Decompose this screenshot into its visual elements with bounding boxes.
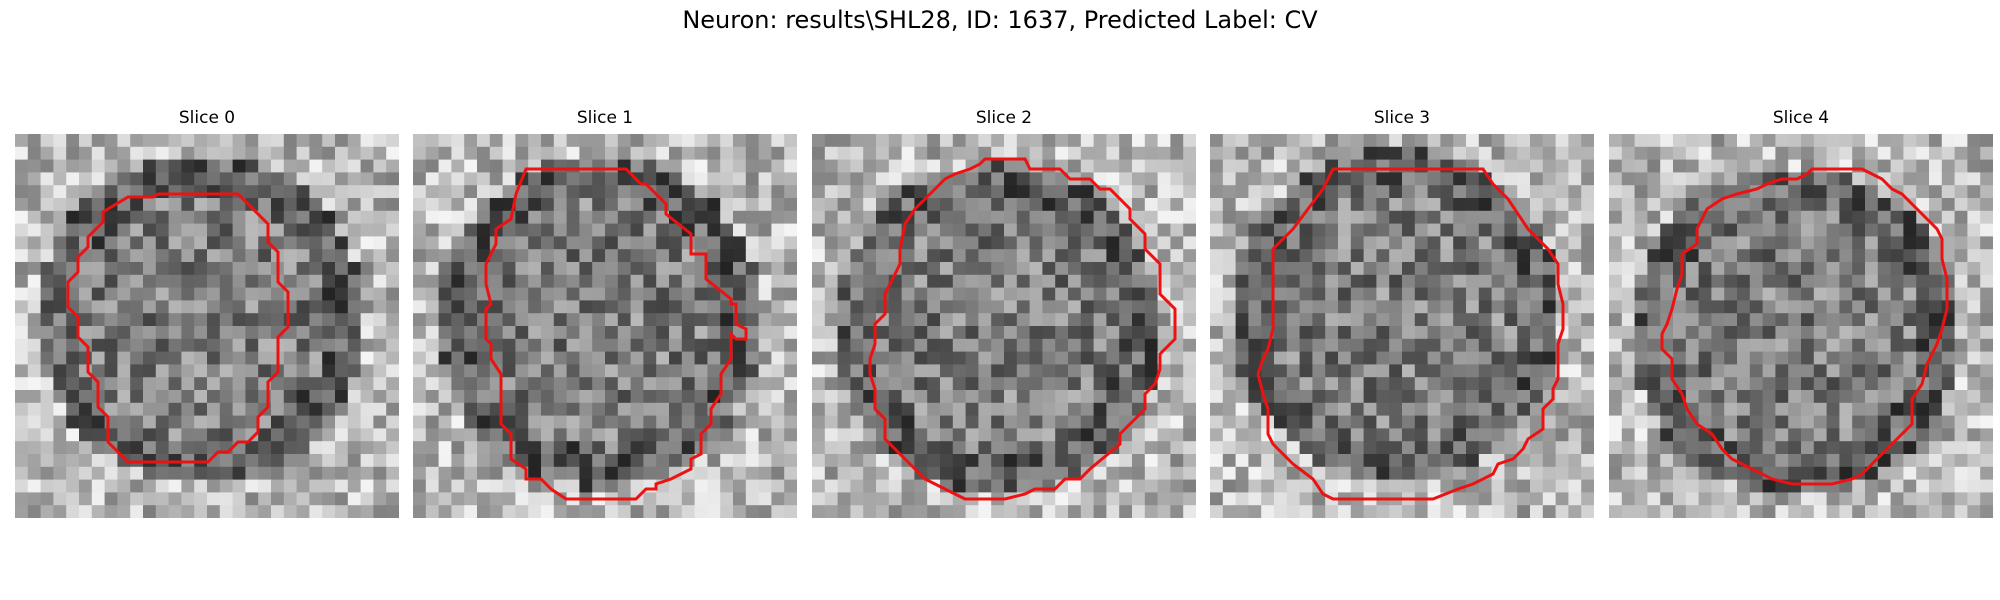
- slice-image: [413, 134, 797, 518]
- slice-image: [1609, 134, 1993, 518]
- slice-image: [15, 134, 399, 518]
- slice-title: Slice 4: [1772, 108, 1830, 128]
- segmentation-contour: [1660, 167, 1949, 486]
- slice-title: Slice 0: [178, 108, 236, 128]
- slice-image: [812, 134, 1196, 518]
- segmentation-contour: [66, 192, 290, 464]
- figure-title: Neuron: results\SHL28, ID: 1637, Predict…: [682, 6, 1318, 34]
- slice-title: Slice 1: [576, 108, 634, 128]
- slice-title: Slice 2: [975, 108, 1033, 128]
- slice-title: Slice 3: [1373, 108, 1431, 128]
- segmentation-contour: [868, 157, 1177, 501]
- slice-panel-4: Slice 4: [1609, 104, 1993, 518]
- slice-image: [1210, 134, 1594, 518]
- slice-panel-1: Slice 1: [413, 104, 797, 518]
- slice-panel-3: Slice 3: [1210, 104, 1594, 518]
- slice-panel-0: Slice 0: [15, 104, 399, 518]
- slice-panel-2: Slice 2: [812, 104, 1196, 518]
- segmentation-contour: [484, 167, 748, 501]
- segmentation-contour: [1256, 167, 1565, 501]
